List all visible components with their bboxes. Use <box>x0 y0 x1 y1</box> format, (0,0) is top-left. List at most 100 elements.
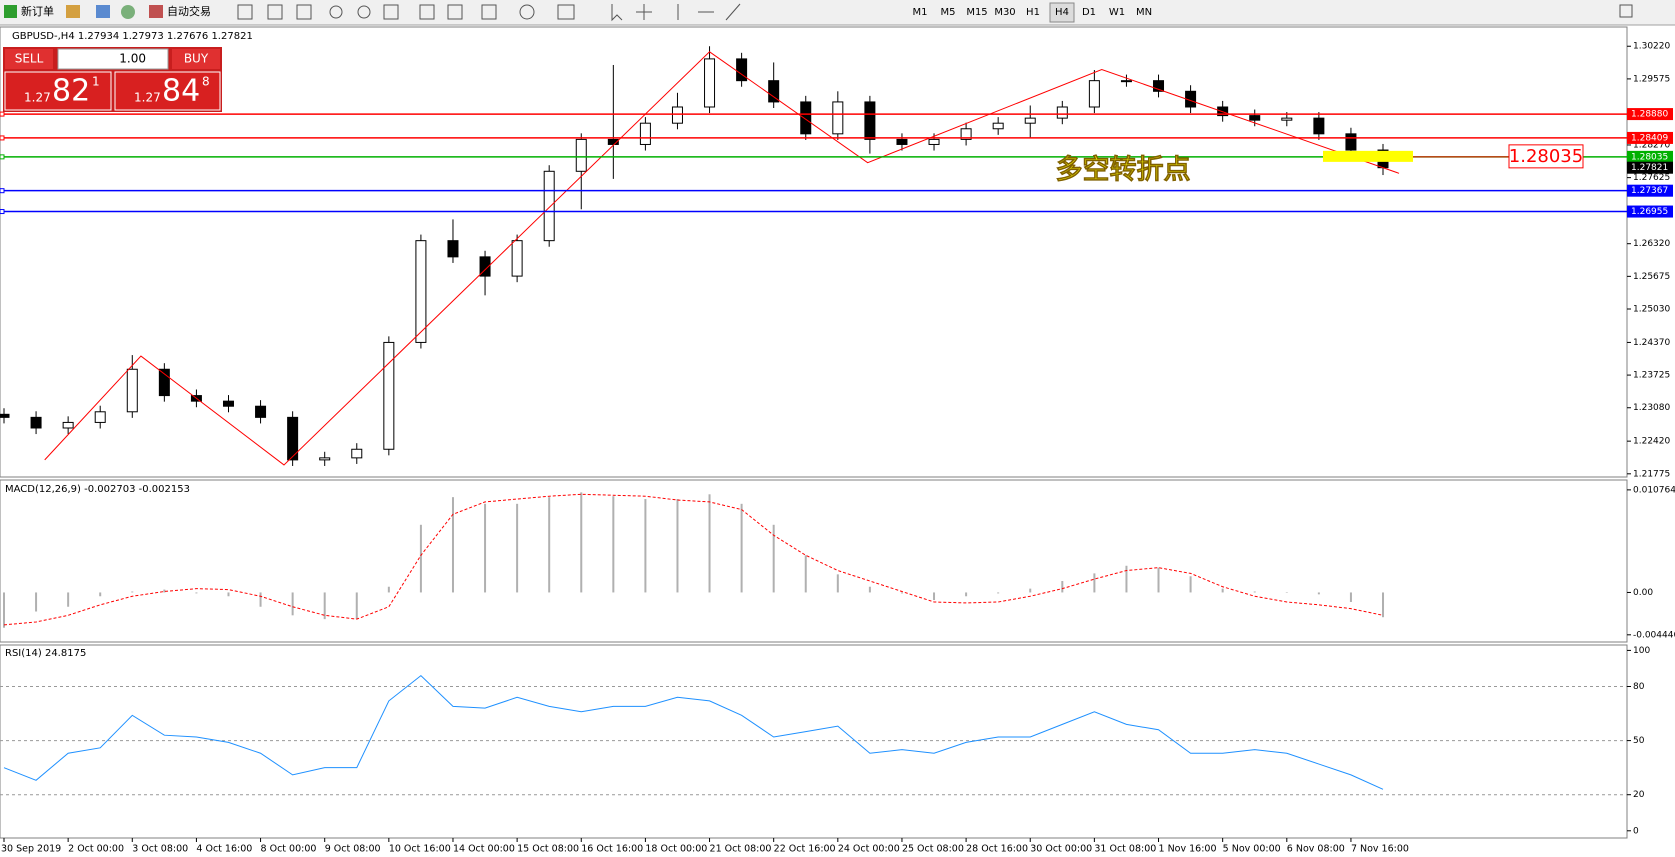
candle-body <box>511 240 523 277</box>
candle-body <box>1249 115 1261 121</box>
zoom-out[interactable] <box>357 5 371 19</box>
sell-label[interactable]: SELL <box>15 52 44 66</box>
candle-body <box>479 256 491 277</box>
level-label: 1.26955 <box>1631 207 1668 217</box>
chart-title: GBPUSD-,H4 1.27934 1.27973 1.27676 1.278… <box>12 31 253 42</box>
current-price-bg <box>1627 161 1673 174</box>
icon[interactable] <box>267 4 283 20</box>
x-tick-label: 30 Oct 00:00 <box>1030 844 1092 855</box>
macd-bar <box>1349 592 1352 602</box>
y-tick-label: 0.00 <box>1633 588 1653 598</box>
icon[interactable] <box>419 4 435 20</box>
sell-price-pips[interactable]: 82 <box>52 74 90 109</box>
timeframe-button[interactable]: M15 <box>966 7 987 18</box>
icon[interactable] <box>296 4 312 20</box>
y-tick-label: 1.29575 <box>1633 74 1670 84</box>
new-order-button[interactable]: 新订单 <box>21 4 54 18</box>
candle-body <box>222 400 234 407</box>
y-tick-label: 80 <box>1633 682 1645 692</box>
sell-price-box[interactable] <box>4 71 112 111</box>
autotrading-icon[interactable] <box>149 5 163 18</box>
macd-bar <box>1061 581 1064 593</box>
candle-body <box>447 240 459 258</box>
icon[interactable] <box>383 4 399 20</box>
y-tick-label: 1.26320 <box>1633 239 1670 249</box>
lots-input[interactable] <box>57 48 169 70</box>
new-order-icon[interactable] <box>4 5 17 18</box>
macd-bar <box>67 592 70 607</box>
macd-bar <box>195 592 198 594</box>
x-tick-label: 4 Oct 16:00 <box>196 844 252 855</box>
x-tick-label: 28 Oct 16:00 <box>966 844 1028 855</box>
current-price-label: 1.27821 <box>1631 163 1668 173</box>
icon[interactable] <box>447 4 463 20</box>
level-label: 1.28880 <box>1631 110 1668 120</box>
timeframe-button[interactable]: M30 <box>994 7 1015 18</box>
x-tick-label: 10 Oct 16:00 <box>389 844 451 855</box>
sell-price-frac[interactable]: 1 <box>92 75 100 89</box>
macd-bar <box>580 492 583 593</box>
level-handle <box>0 111 5 117</box>
x-tick-label: 16 Oct 16:00 <box>581 844 643 855</box>
timeframe-button[interactable]: D1 <box>1082 7 1096 18</box>
icon[interactable] <box>121 5 135 19</box>
macd-bar <box>1093 573 1096 593</box>
level-label-bg <box>1627 205 1673 218</box>
macd-bar <box>772 524 775 593</box>
search[interactable] <box>1619 4 1633 18</box>
macd-bar <box>227 592 230 597</box>
buy-price-pips[interactable]: 84 <box>162 74 200 109</box>
y-tick-label: 1.27625 <box>1633 173 1670 183</box>
icon[interactable] <box>557 4 575 20</box>
icon[interactable] <box>481 4 497 20</box>
macd-bar <box>740 503 743 593</box>
macd-bar <box>99 592 102 597</box>
icon[interactable] <box>519 4 535 20</box>
candle-body <box>864 101 876 140</box>
buy-price-box[interactable] <box>114 71 221 111</box>
y-tick-label: 1.21775 <box>1633 469 1670 479</box>
candle-body <box>671 106 683 124</box>
icon[interactable] <box>66 5 80 18</box>
macd-bar <box>259 592 262 607</box>
macd-bar <box>965 592 968 597</box>
timeframe-button[interactable]: MN <box>1136 7 1152 18</box>
macd-bar <box>1157 567 1160 593</box>
candle-body <box>639 122 651 145</box>
buy-button[interactable] <box>172 49 220 69</box>
candle-body <box>928 138 940 145</box>
timeframe-button[interactable]: W1 <box>1109 7 1125 18</box>
sell-button[interactable] <box>5 49 53 69</box>
candle-body <box>319 457 331 461</box>
trend-tool[interactable] <box>725 3 741 21</box>
timeframe-button[interactable]: M5 <box>941 7 956 18</box>
x-tick-label: 18 Oct 00:00 <box>645 844 707 855</box>
x-tick-label: 30 Sep 2019 <box>1 844 61 855</box>
toolbar-icons <box>237 3 1633 22</box>
candle-body <box>832 101 844 135</box>
candle-body <box>351 448 363 459</box>
timeframe-button[interactable]: M1 <box>913 7 928 18</box>
icon[interactable] <box>237 4 253 20</box>
autotrading-button[interactable]: 自动交易 <box>167 4 211 18</box>
signal-line <box>3 493 1384 626</box>
sell-price-big[interactable]: 1.27 <box>24 91 51 105</box>
y-tick-label: 0 <box>1633 826 1639 836</box>
lots-value[interactable]: 1.00 <box>119 52 146 66</box>
level-label-bg <box>1627 131 1673 144</box>
icon[interactable] <box>96 5 110 18</box>
buy-price-big[interactable]: 1.27 <box>134 91 161 105</box>
y-tick-label: 1.25030 <box>1633 305 1670 315</box>
buy-price-frac[interactable]: 8 <box>202 75 210 89</box>
timeframe-button[interactable]: H4 <box>1055 7 1069 18</box>
candle-body <box>736 58 748 82</box>
crosshair-tool[interactable] <box>636 4 652 20</box>
buy-label[interactable]: BUY <box>184 52 209 66</box>
level-label: 1.28035 <box>1631 152 1668 162</box>
zoom-in[interactable] <box>329 5 343 19</box>
cursor-tool[interactable] <box>611 4 623 22</box>
macd-bar <box>933 592 936 601</box>
macd-panel <box>0 479 1628 643</box>
timeframe-button[interactable]: H1 <box>1026 7 1040 18</box>
